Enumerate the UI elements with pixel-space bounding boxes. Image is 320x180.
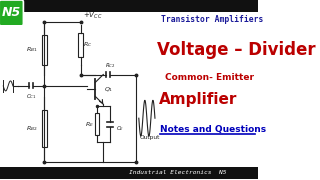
Text: Notes and Questions: Notes and Questions <box>160 125 266 134</box>
Bar <box>78 33 83 57</box>
Bar <box>0 0 258 12</box>
Text: Common- Emitter: Common- Emitter <box>165 73 254 82</box>
Text: $+V_{CC}$: $+V_{CC}$ <box>83 11 103 21</box>
Text: Voltage – Divider: Voltage – Divider <box>157 41 316 59</box>
FancyBboxPatch shape <box>0 0 23 26</box>
Text: $R_{B2}$: $R_{B2}$ <box>27 124 38 133</box>
Text: $-V_{CC}$: $-V_{CC}$ <box>117 169 135 178</box>
Bar <box>95 113 99 135</box>
Text: $C_{C1}$: $C_{C1}$ <box>26 92 36 101</box>
Bar <box>0 167 258 179</box>
Text: Amplifier: Amplifier <box>159 92 237 107</box>
Text: Transistor Amplifiers: Transistor Amplifiers <box>161 15 264 24</box>
Bar <box>42 110 47 147</box>
Text: $C_E$: $C_E$ <box>116 124 124 133</box>
Text: Industrial Electronics  N5: Industrial Electronics N5 <box>129 170 227 175</box>
Text: $R_{C2}$: $R_{C2}$ <box>105 61 116 69</box>
Text: Output: Output <box>140 135 160 140</box>
Text: $R_{B1}$: $R_{B1}$ <box>27 45 38 54</box>
Text: $Q_1$: $Q_1$ <box>104 86 113 94</box>
Text: $R_E$: $R_E$ <box>85 120 94 129</box>
Text: N5: N5 <box>2 6 21 19</box>
Text: $R_C$: $R_C$ <box>83 40 93 49</box>
Bar <box>42 35 47 65</box>
